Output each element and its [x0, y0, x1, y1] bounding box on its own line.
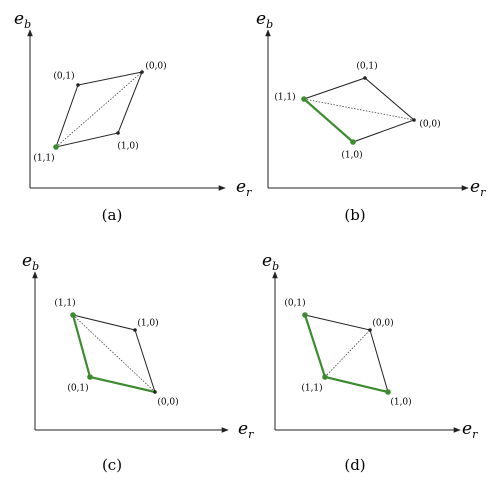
- green-path: [303, 98, 354, 143]
- vertex: [385, 389, 391, 395]
- caption: (a): [102, 206, 123, 224]
- axis-sub: b: [24, 18, 31, 31]
- point-label: (1,0): [117, 141, 138, 152]
- axis-label: er: [462, 419, 478, 441]
- point-label: (0,0): [372, 318, 393, 329]
- vertex: [350, 139, 356, 145]
- vertex: [368, 328, 372, 332]
- vertex: [153, 390, 157, 394]
- axis-label: er: [236, 177, 252, 199]
- axis-label: eb: [14, 9, 31, 31]
- caption: (d): [344, 456, 365, 474]
- axis-sub: r: [246, 186, 252, 199]
- point-label: (0,1): [53, 71, 74, 82]
- point-label: (0,0): [145, 61, 166, 72]
- point-label: (0,1): [284, 298, 305, 309]
- diagonal: [303, 98, 415, 121]
- vertex: [140, 70, 144, 74]
- axis-sub: b: [266, 18, 273, 31]
- vertex: [76, 83, 80, 87]
- axis-sub: r: [248, 428, 254, 441]
- axis-base: e: [470, 177, 480, 197]
- point-label: (1,0): [341, 150, 362, 161]
- axis-base: e: [462, 419, 472, 439]
- axis-sub: r: [472, 428, 478, 441]
- point-label: (1,1): [33, 153, 54, 164]
- vertex: [322, 374, 328, 380]
- vertex: [53, 144, 59, 150]
- axis-sub: b: [272, 260, 279, 273]
- axis-label: eb: [22, 251, 39, 273]
- axis-base: e: [236, 177, 246, 197]
- vertex: [133, 328, 137, 332]
- vertex: [412, 118, 416, 122]
- vertex: [363, 76, 367, 80]
- axis-base: e: [238, 419, 248, 439]
- axis-sub: r: [480, 186, 486, 199]
- axis-base: e: [256, 9, 266, 29]
- diagonal: [72, 314, 156, 393]
- axis-base: e: [22, 251, 32, 271]
- point-label: (1,0): [390, 397, 411, 408]
- axis-label: eb: [256, 9, 273, 31]
- quad: [303, 77, 415, 143]
- caption: (b): [344, 206, 365, 224]
- point-label: (1,0): [137, 318, 158, 329]
- point-label: (1,1): [301, 383, 322, 394]
- axis-base: e: [14, 9, 24, 29]
- diagonal: [324, 329, 371, 378]
- caption: (c): [102, 456, 122, 474]
- point-label: (0,0): [419, 119, 440, 130]
- vertex: [87, 374, 93, 380]
- axis-label: er: [238, 419, 254, 441]
- point-label: (1,1): [54, 298, 75, 309]
- axis-label: er: [470, 177, 486, 199]
- axis-base: e: [262, 251, 272, 271]
- point-label: (0,1): [356, 61, 377, 72]
- diagonal: [55, 71, 143, 148]
- point-label: (1,1): [274, 92, 295, 103]
- axis-label: eb: [262, 251, 279, 273]
- vertex: [302, 312, 308, 318]
- vertex: [116, 131, 120, 135]
- vertex: [70, 312, 76, 318]
- axis-sub: b: [32, 260, 39, 273]
- point-label: (0,0): [157, 397, 178, 408]
- point-label: (0,1): [67, 383, 88, 394]
- vertex: [301, 96, 307, 102]
